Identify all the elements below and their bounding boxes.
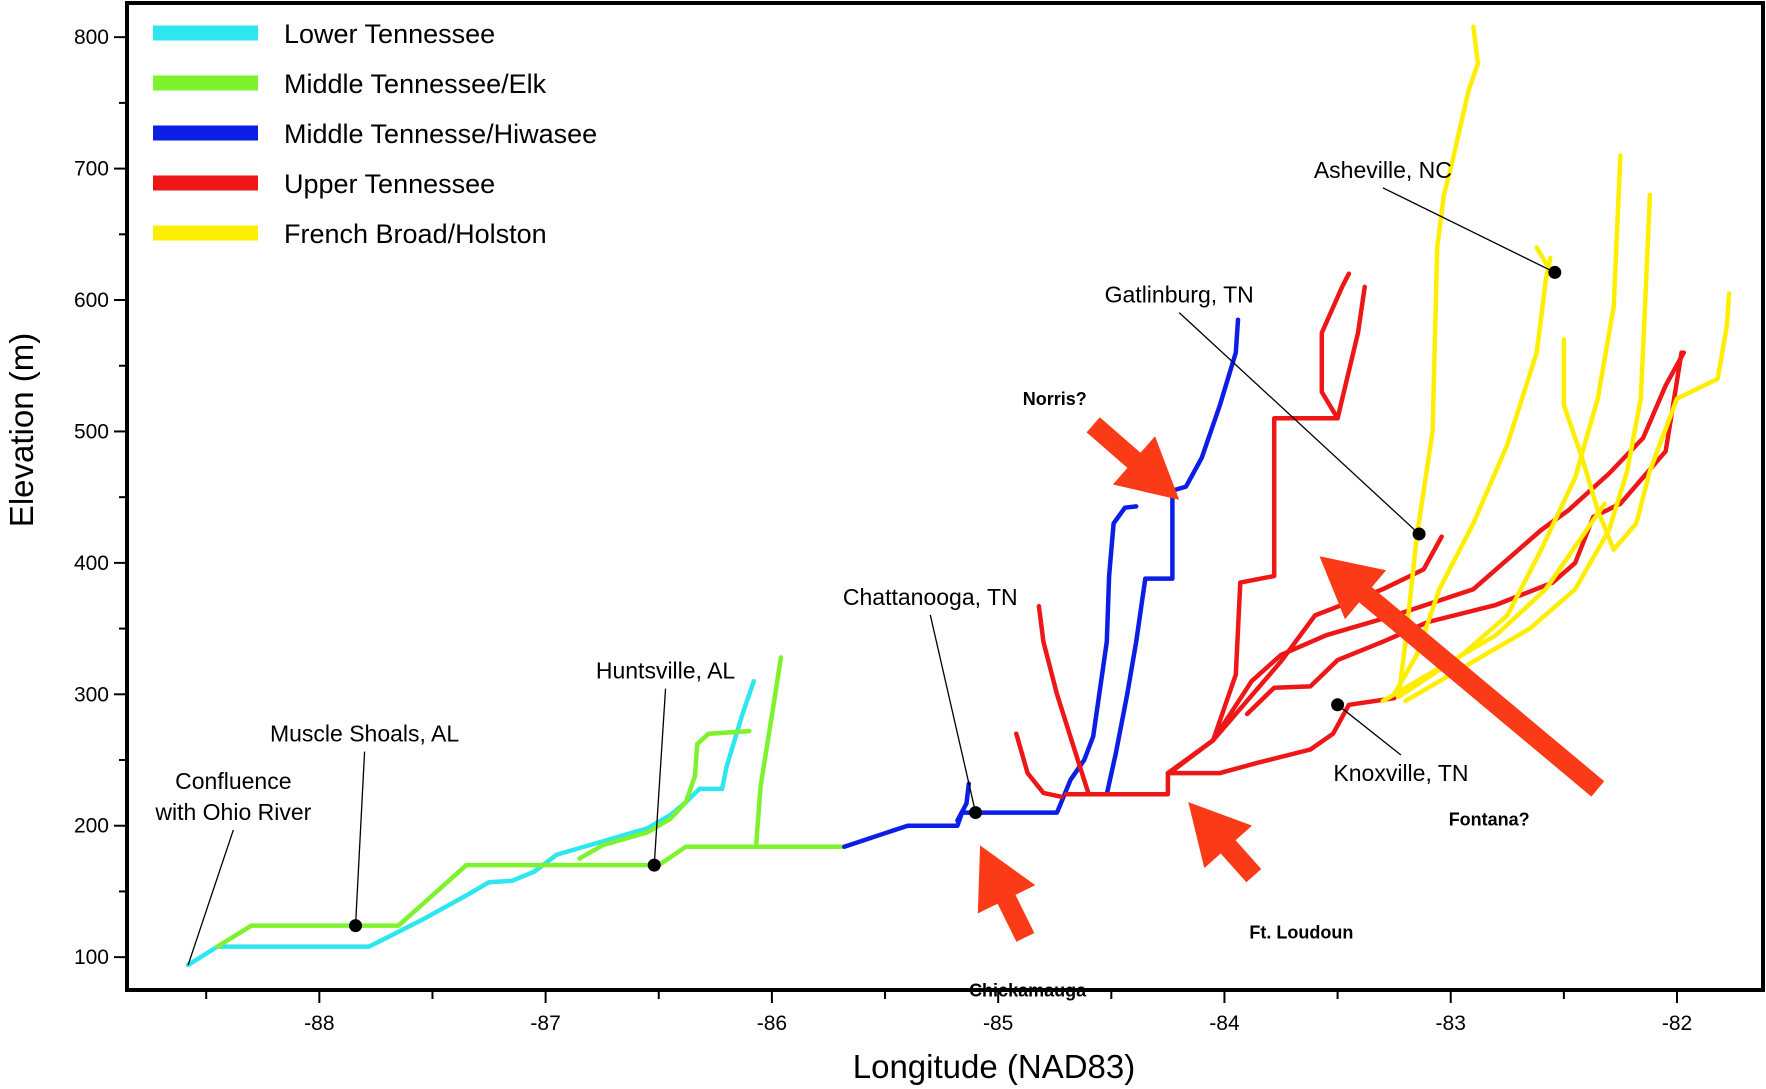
series-line-french-broad-holston-7 [1380, 501, 1607, 704]
leader-lines [187, 187, 1556, 966]
y-tick-label: 200 [74, 815, 109, 838]
series-line-french-broad-holston-1 [1396, 24, 1481, 700]
legend-label-middle-tennessee-elk: Middle Tennessee/Elk [284, 69, 547, 99]
y-axis-title: Elevation (m) [3, 333, 40, 527]
legend-label-lower-tennessee: Lower Tennessee [284, 19, 495, 49]
series-line-upper-tennessee-2 [1014, 731, 1064, 800]
series-line-french-broad-holston-5 [1403, 192, 1653, 704]
series-line-middle-tennessee-elk-2 [577, 728, 752, 861]
y-tick-label: 500 [74, 420, 109, 443]
plot-frame [125, 1, 1765, 992]
y-tick-label: 700 [74, 158, 109, 181]
x-tick-label: -83 [1436, 1012, 1466, 1035]
series-line-middle-tennesse-hiwasee-2 [955, 781, 972, 823]
y-tick-label: 400 [74, 552, 109, 575]
city-label-muscle-shoals-al: Muscle Shoals, AL [270, 721, 459, 747]
series-line-middle-tennessee-elk-1 [215, 844, 847, 949]
city-dot-asheville-nc [1548, 265, 1562, 279]
dam-arrows: Norris? Chickamauga Ft. Loudoun Fontana? [969, 389, 1605, 1001]
y-tick-label: 100 [74, 946, 109, 969]
city-dot-knoxville-tn [1331, 698, 1345, 712]
y-tick-label: 800 [74, 26, 109, 49]
x-tick-label: -87 [530, 1012, 560, 1035]
y-tick-label: 600 [74, 289, 109, 312]
series-line-french-broad-holston-6 [1561, 291, 1732, 552]
city-label-gatlinburg-tn: Gatlinburg, TN [1105, 282, 1254, 308]
city-label-huntsville-al: Huntsville, AL [596, 658, 736, 684]
city-dot-chattanooga-tn [969, 806, 983, 820]
series-line-upper-tennessee-7 [1244, 350, 1684, 717]
series-middle-tennessee-elk [215, 655, 847, 949]
leader-line-asheville-nc [1382, 187, 1556, 274]
series-line-upper-tennessee-4 [1172, 271, 1352, 772]
series-line-upper-tennessee-8 [1165, 350, 1687, 776]
leader-line-huntsville-al [653, 688, 667, 866]
series-lower-tennessee [185, 678, 757, 968]
city-label-asheville-nc: Asheville, NC [1314, 157, 1452, 183]
x-tick-label: -82 [1662, 1012, 1692, 1035]
y-tick-label: 300 [74, 683, 109, 706]
series-middle-tennesse-hiwasee [842, 317, 1241, 849]
series-line-upper-tennessee-5 [1335, 284, 1367, 421]
series-line-middle-tennessee-elk-3 [753, 655, 784, 848]
city-markers: Confluence with Ohio River Muscle Shoals, … [154, 157, 1562, 933]
city-dot-huntsville-al [647, 858, 661, 872]
leader-line-chattanooga-tn [929, 614, 977, 813]
series-line-upper-tennessee-3 [1036, 603, 1091, 797]
leader-line-knoxville-tn [1337, 704, 1402, 756]
x-axis-ticks: -88 -87 -86 -85 -84 -83 -82 [205, 990, 1692, 1035]
city-label-chattanooga-tn: Chattanooga, TN [843, 584, 1018, 610]
legend-label-french-broad-holston: French Broad/Holston [284, 219, 547, 249]
series-line-upper-tennessee-1 [1063, 695, 1397, 797]
dam-label-fontana: Fontana? [1449, 810, 1530, 830]
legend: Lower Tennessee Middle Tennessee/Elk Middl… [153, 19, 597, 249]
city-label-confluence-with-ohio-river: Confluence with Ohio River [154, 768, 311, 825]
x-axis-title: Longitude (NAD83) [853, 1048, 1136, 1085]
arrow-norris [1086, 417, 1180, 500]
leader-line-muscle-shoals-al [354, 751, 366, 926]
series-line-middle-tennesse-hiwasee-3 [1104, 317, 1241, 797]
x-tick-label: -84 [1209, 1012, 1240, 1035]
city-dot-gatlinburg-tn [1412, 527, 1426, 541]
y-axis-ticks: 100 200 300 400 500 600 700 800 [74, 26, 127, 969]
legend-label-middle-tennesse-hiwasee: Middle Tennesse/Hiwasee [284, 119, 597, 149]
leader-line-confluence-with-ohio-river [187, 829, 234, 966]
dam-label-chickamauga: Chickamauga [969, 981, 1087, 1001]
arrow-ft-loudoun [1188, 802, 1262, 883]
dam-label-norris: Norris? [1023, 389, 1087, 409]
series-line-lower-tennessee-1 [185, 678, 757, 968]
arrow-chickamauga [977, 845, 1036, 942]
city-dot-muscle-shoals-al [349, 919, 363, 933]
legend-label-upper-tennessee: Upper Tennessee [284, 169, 495, 199]
arrow-fontana [1319, 556, 1605, 797]
city-label-knoxville-tn: Knoxville, TN [1333, 760, 1468, 786]
series-line-middle-tennesse-hiwasee-1 [842, 504, 1139, 849]
x-tick-label: -86 [757, 1012, 787, 1035]
x-tick-label: -88 [304, 1012, 334, 1035]
leader-line-gatlinburg-tn [1178, 312, 1420, 535]
dam-label-ft-loudoun: Ft. Loudoun [1249, 923, 1353, 943]
x-tick-label: -85 [983, 1012, 1013, 1035]
